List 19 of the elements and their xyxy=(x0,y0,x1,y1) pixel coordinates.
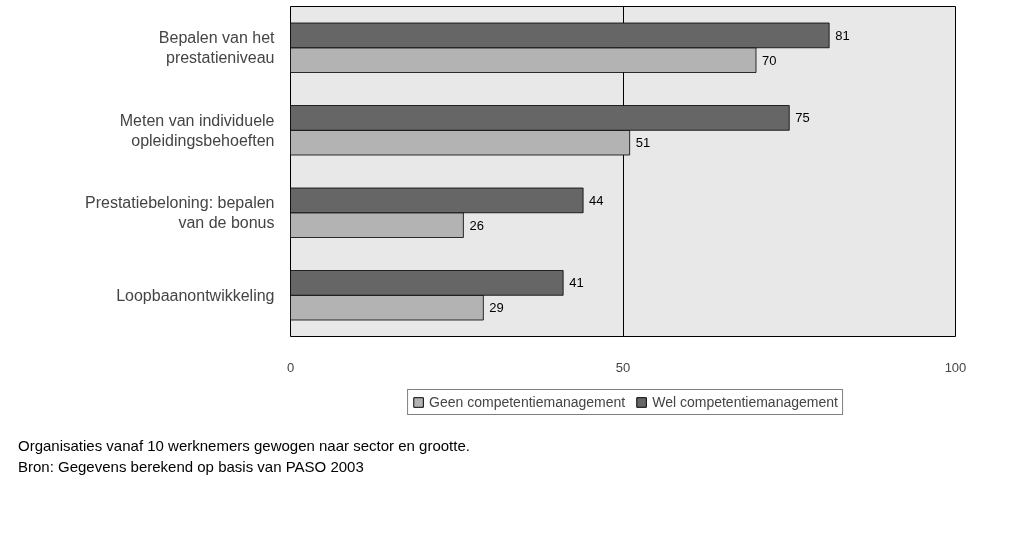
data-label: 81 xyxy=(835,27,850,43)
y-tick-label: Loopbaanontwikkeling xyxy=(116,286,275,304)
y-tick-label: Prestatiebeloning: bepalen van de bonus xyxy=(85,194,275,232)
legend-label: Wel competentiemanagement xyxy=(652,394,838,410)
data-label: 29 xyxy=(489,300,504,316)
data-label: 41 xyxy=(569,275,584,291)
data-label: 51 xyxy=(635,135,651,151)
legend-label: Geen competentiemanagement xyxy=(429,394,626,410)
x-tick-label: 0 xyxy=(286,359,295,375)
data-label: 26 xyxy=(469,217,484,233)
x-tick-label: 100 xyxy=(944,359,967,375)
y-tick-label: Bepalen van het prestatieniveau xyxy=(158,29,276,67)
data-label: 70 xyxy=(762,52,777,68)
x-tick-label: 50 xyxy=(615,359,631,375)
data-label: 75 xyxy=(795,110,810,126)
text: Organisaties vanaf 10 werknemers gewogen naar sector en grootte. xyxy=(18,437,470,454)
text: Bron: Gegevens berekend op basis van PASO 2003 xyxy=(18,458,364,476)
y-tick-label: Meten van individuele opleidingsbehoeften xyxy=(119,111,275,149)
data-label: 44 xyxy=(589,192,604,208)
